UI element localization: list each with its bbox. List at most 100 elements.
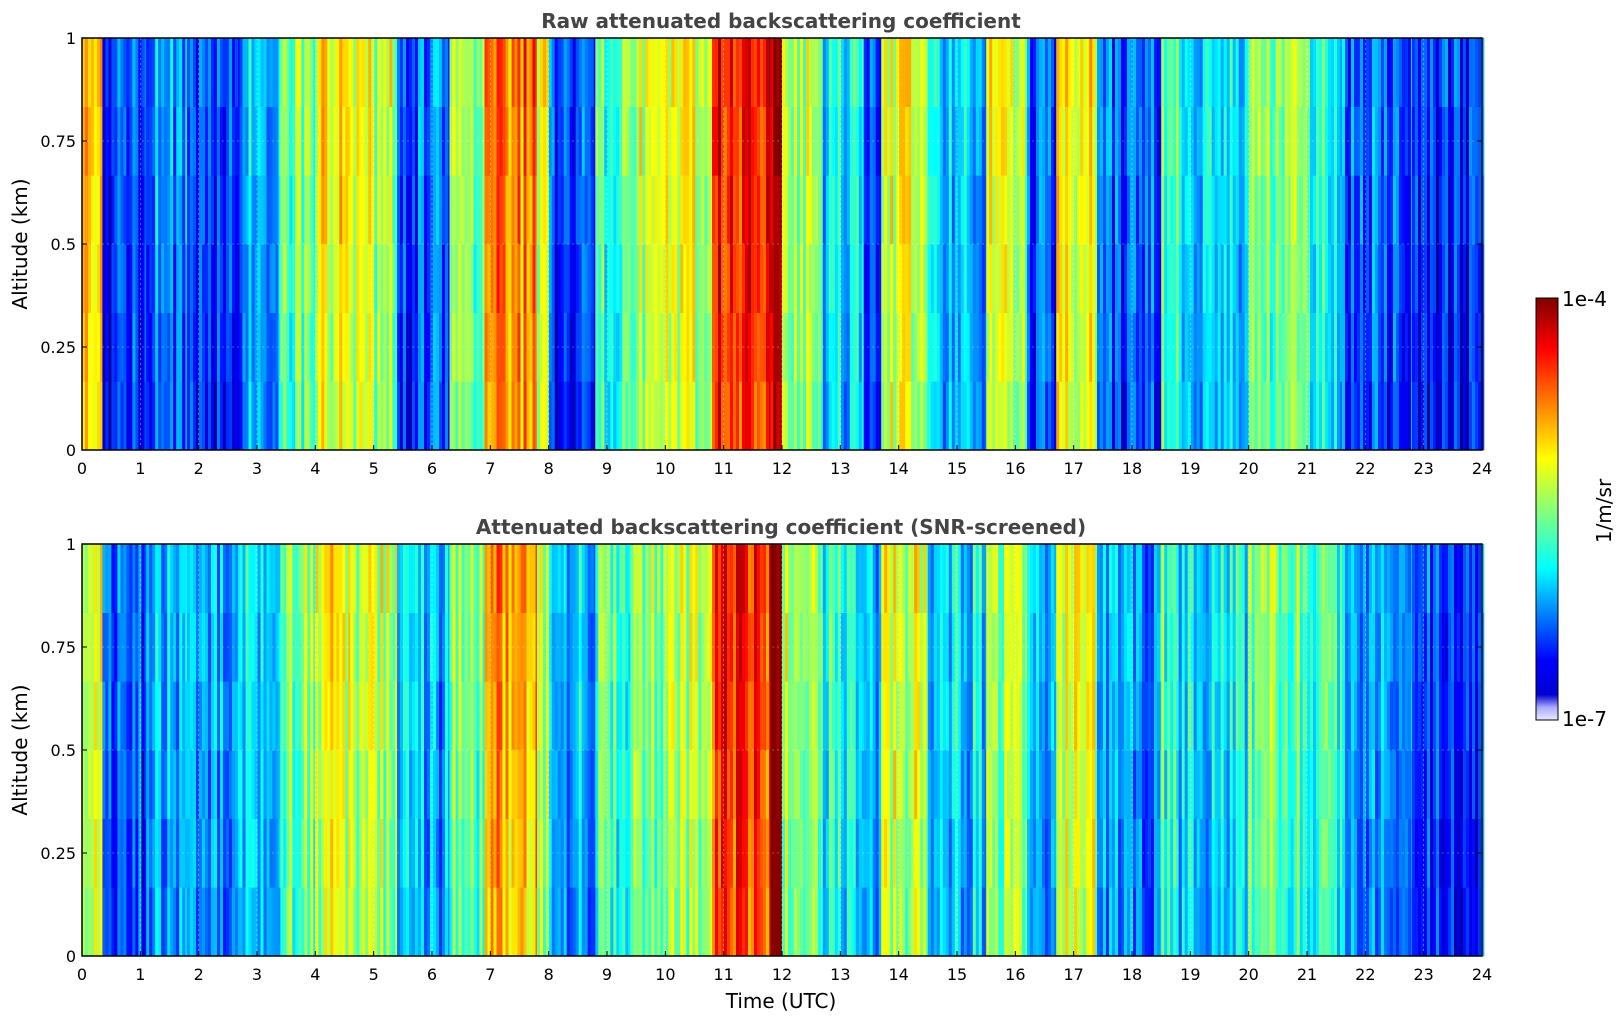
heatmap-cell: [242, 544, 246, 613]
heatmap-cell: [939, 818, 944, 888]
heatmap-cell: [1130, 38, 1134, 107]
heatmap-cell: [353, 106, 357, 176]
heatmap-cell: [1263, 106, 1267, 176]
heatmap-cell: [298, 544, 302, 613]
heatmap-cell: [161, 887, 165, 957]
heatmap-cell: [975, 887, 980, 957]
heatmap-cell: [383, 887, 387, 957]
heatmap-cell: [828, 381, 833, 451]
heatmap-cell: [1173, 381, 1177, 451]
heatmap-cell: [923, 38, 927, 107]
heatmap-cell: [179, 818, 183, 888]
heatmap-cell: [893, 381, 897, 451]
heatmap-cell: [105, 244, 109, 313]
heatmap-cell: [313, 612, 317, 682]
heatmap-cell: [575, 381, 579, 451]
heatmap-cell: [356, 681, 360, 751]
y-tick-label: 1: [66, 29, 76, 48]
heatmap-cell: [607, 175, 611, 245]
heatmap-cell: [840, 887, 845, 957]
heatmap-cell: [1254, 381, 1258, 451]
heatmap-cell: [386, 175, 390, 245]
heatmap-cell: [782, 544, 786, 613]
heatmap-cell: [1284, 106, 1288, 176]
heatmap-cell: [998, 544, 1002, 613]
heatmap-cell: [677, 887, 681, 957]
heatmap-cell: [899, 38, 903, 107]
heatmap-cell: [146, 175, 150, 245]
heatmap-cell: [283, 175, 287, 245]
heatmap-cell: [1378, 381, 1382, 451]
heatmap-cell: [803, 175, 807, 245]
heatmap-cell: [560, 381, 564, 451]
heatmap-cell: [843, 818, 848, 888]
heatmap-cell: [1220, 381, 1224, 451]
heatmap-cell: [692, 544, 696, 613]
heatmap-cell: [701, 681, 705, 751]
heatmap-cell: [677, 381, 681, 451]
heatmap-cell: [861, 887, 866, 957]
heatmap-cell: [94, 38, 98, 107]
heatmap-cell: [1290, 38, 1294, 107]
heatmap-cell: [872, 887, 876, 957]
heatmap-cell: [828, 818, 833, 888]
heatmap-cell: [193, 106, 197, 176]
heatmap-cell: [374, 681, 378, 751]
heatmap-cell: [269, 544, 273, 613]
heatmap-cell: [1393, 381, 1397, 451]
heatmap-cell: [1077, 381, 1081, 451]
heatmap-cell: [1118, 381, 1122, 451]
heatmap-cell: [712, 544, 716, 613]
heatmap-cell: [484, 612, 488, 682]
heatmap-cell: [1187, 312, 1191, 382]
heatmap-cell: [945, 887, 950, 957]
heatmap-cell: [196, 244, 200, 313]
heatmap-cell: [105, 887, 109, 957]
heatmap-cell: [770, 750, 774, 819]
heatmap-cell: [785, 244, 789, 313]
heatmap-cell: [1322, 244, 1326, 313]
heatmap-cell: [989, 244, 993, 313]
heatmap-cell: [657, 175, 661, 245]
heatmap-cell: [1472, 381, 1476, 451]
heatmap-cell: [773, 750, 777, 819]
heatmap-cell: [149, 381, 153, 451]
x-tick-label: 6: [427, 459, 437, 478]
heatmap-cell: [397, 38, 401, 107]
heatmap-cell: [695, 175, 699, 245]
heatmap-cell: [1007, 38, 1011, 107]
heatmap-cell: [945, 381, 950, 451]
panel-snr-screened: Attenuated backscattering coefficient (S…: [8, 515, 1492, 1013]
heatmap-cell: [487, 818, 491, 888]
heatmap-cell: [1025, 681, 1029, 751]
heatmap-cell: [998, 38, 1002, 107]
heatmap-cell: [1418, 106, 1422, 176]
heatmap-cell: [442, 175, 446, 245]
heatmap-cell: [1345, 38, 1349, 107]
heatmap-cell: [1475, 312, 1479, 382]
heatmap-cell: [114, 887, 118, 957]
heatmap-cell: [1106, 381, 1110, 451]
heatmap-cell: [960, 887, 965, 957]
heatmap-cell: [978, 612, 983, 682]
heatmap-cell: [1378, 244, 1382, 313]
heatmap-cell: [439, 681, 443, 751]
heatmap-cell: [730, 381, 734, 451]
heatmap-cell: [981, 544, 986, 613]
heatmap-cell: [269, 818, 273, 888]
heatmap-cell: [800, 887, 804, 957]
heatmap-cell: [1027, 381, 1031, 451]
heatmap-cell: [939, 681, 944, 751]
heatmap-cell: [923, 750, 927, 819]
heatmap-cell: [757, 38, 761, 107]
heatmap-cell: [220, 244, 224, 313]
heatmap-cell: [523, 312, 527, 382]
x-tick-label: 12: [772, 459, 792, 478]
heatmap-cell: [403, 681, 407, 751]
heatmap-cell: [217, 750, 221, 819]
heatmap-cell: [493, 38, 497, 107]
heatmap-cell: [123, 544, 127, 613]
heatmap-cell: [100, 750, 104, 819]
heatmap-cell: [736, 544, 740, 613]
heatmap-cell: [806, 681, 810, 751]
